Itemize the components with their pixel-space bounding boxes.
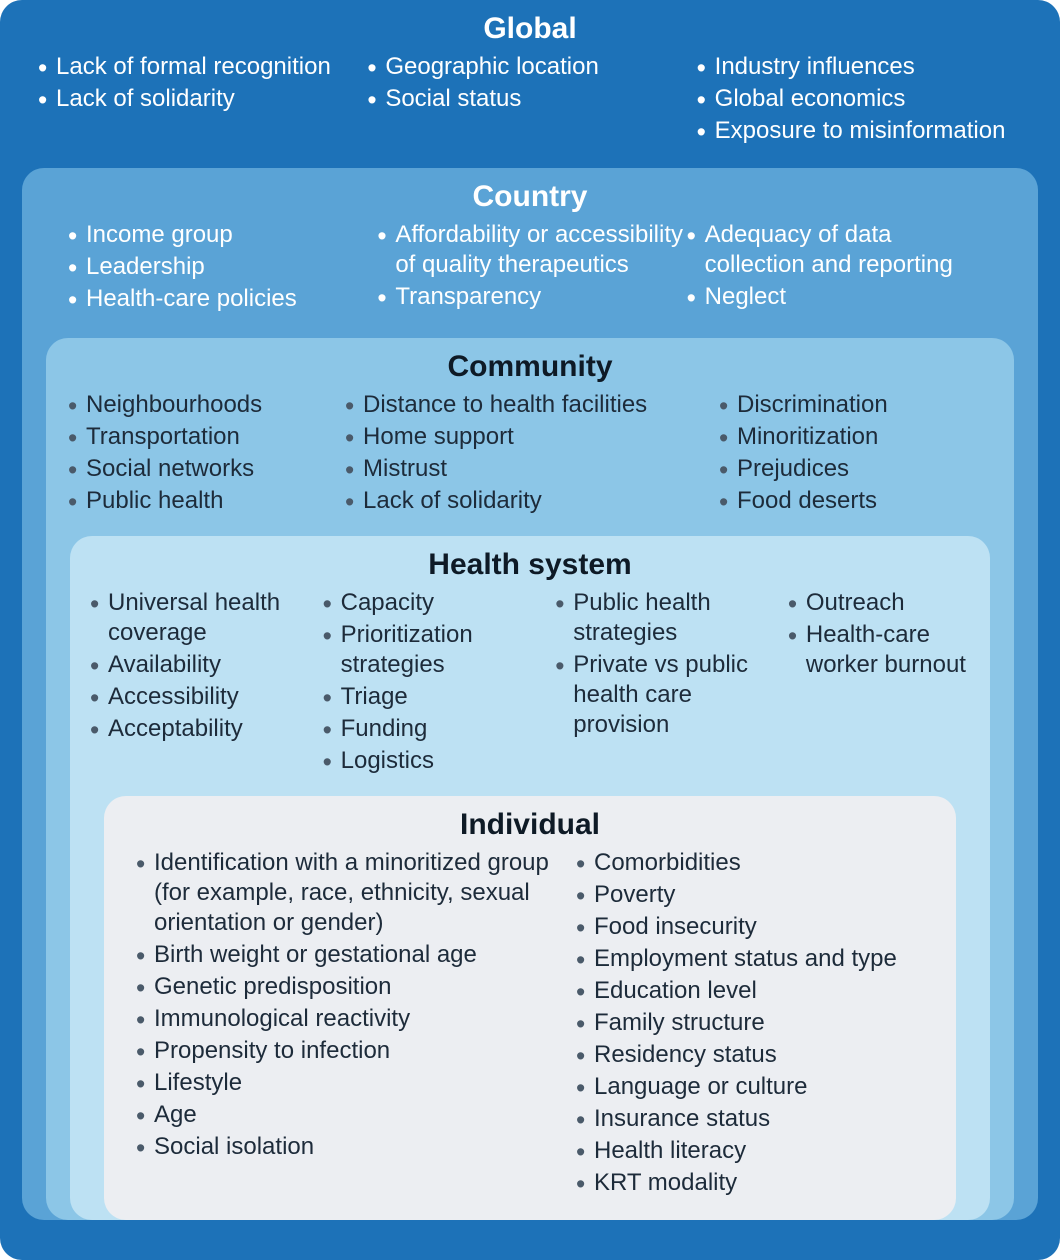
layer-community-title: Community (46, 350, 1014, 384)
list-item: Birth weight or gestational age (134, 940, 574, 970)
list-item: Prejudices (717, 454, 994, 484)
list-item: Neglect (685, 282, 994, 312)
list-item: Mistrust (343, 454, 717, 484)
layer-community-columns: Neighbourhoods Transportation Social net… (46, 390, 1014, 536)
list-item: Family structure (574, 1008, 926, 1038)
list-item: Income group (66, 220, 375, 250)
list-item: Food insecurity (574, 912, 926, 942)
list-item: KRT modality (574, 1168, 926, 1198)
layer-individual: Individual Identification with a minorit… (104, 796, 956, 1220)
list-item: Discrimination (717, 390, 994, 420)
layer-country-columns: Income group Leadership Health-care poli… (22, 220, 1038, 338)
list-item: Lack of solidarity (343, 486, 717, 516)
layer-country: Country Income group Leadership Health-c… (22, 168, 1038, 1220)
list-item: Accessibility (88, 682, 321, 712)
list-item: Adequacy of data collection and reportin… (685, 220, 994, 280)
layer-health-system-title: Health system (70, 548, 990, 582)
list-item: Exposure to misinformation (695, 116, 1024, 146)
list-item: Food deserts (717, 486, 994, 516)
list-item: Public health strategies (553, 588, 786, 648)
list-item: Industry influences (695, 52, 1024, 82)
list-item: Affordability or accessibility of qualit… (375, 220, 684, 280)
list-item: Logistics (321, 746, 554, 776)
list-item: Health literacy (574, 1136, 926, 1166)
list-item: Social isolation (134, 1132, 574, 1162)
list-item: Genetic predisposition (134, 972, 574, 1002)
list-item: Distance to health facilities (343, 390, 717, 420)
list-item: Language or culture (574, 1072, 926, 1102)
layer-individual-title: Individual (104, 808, 956, 842)
list-item: Minoritization (717, 422, 994, 452)
list-item: Employment status and type (574, 944, 926, 974)
layer-country-title: Country (22, 180, 1038, 214)
list-item: Prioritization strategies (321, 620, 554, 680)
layer-health-system: Health system Universal health coverage … (70, 536, 990, 1220)
list-item: Insurance status (574, 1104, 926, 1134)
list-item: Global economics (695, 84, 1024, 114)
list-item: Immunological reactivity (134, 1004, 574, 1034)
layer-global-columns: Lack of formal recognition Lack of solid… (0, 52, 1060, 168)
list-item: Private vs public health care provision (553, 650, 786, 740)
list-item: Lifestyle (134, 1068, 574, 1098)
layer-community: Community Neighbourhoods Transportation … (46, 338, 1014, 1220)
list-item: Acceptability (88, 714, 321, 744)
list-item: Geographic location (365, 52, 694, 82)
list-item: Transparency (375, 282, 684, 312)
list-item: Identification with a minoritized group … (134, 848, 574, 938)
list-item: Lack of formal recognition (36, 52, 365, 82)
list-item: Public health (66, 486, 343, 516)
list-item: Home support (343, 422, 717, 452)
list-item: Outreach (786, 588, 972, 618)
list-item: Transportation (66, 422, 343, 452)
list-item: Residency status (574, 1040, 926, 1070)
list-item: Capacity (321, 588, 554, 618)
list-item: Leadership (66, 252, 375, 282)
list-item: Poverty (574, 880, 926, 910)
list-item: Triage (321, 682, 554, 712)
list-item: Neighbourhoods (66, 390, 343, 420)
layer-global-title: Global (0, 12, 1060, 46)
list-item: Propensity to infection (134, 1036, 574, 1066)
list-item: Age (134, 1100, 574, 1130)
list-item: Universal health coverage (88, 588, 321, 648)
list-item: Comorbidities (574, 848, 926, 878)
layer-global: Global Lack of formal recognition Lack o… (0, 0, 1060, 1260)
layer-health-system-columns: Universal health coverage Availability A… (70, 588, 990, 796)
list-item: Social networks (66, 454, 343, 484)
list-item: Social status (365, 84, 694, 114)
list-item: Lack of solidarity (36, 84, 365, 114)
list-item: Availability (88, 650, 321, 680)
list-item: Funding (321, 714, 554, 744)
list-item: Education level (574, 976, 926, 1006)
list-item: Health-care policies (66, 284, 375, 314)
list-item: Health-care worker burnout (786, 620, 972, 680)
layer-individual-columns: Identification with a minoritized group … (104, 848, 956, 1200)
